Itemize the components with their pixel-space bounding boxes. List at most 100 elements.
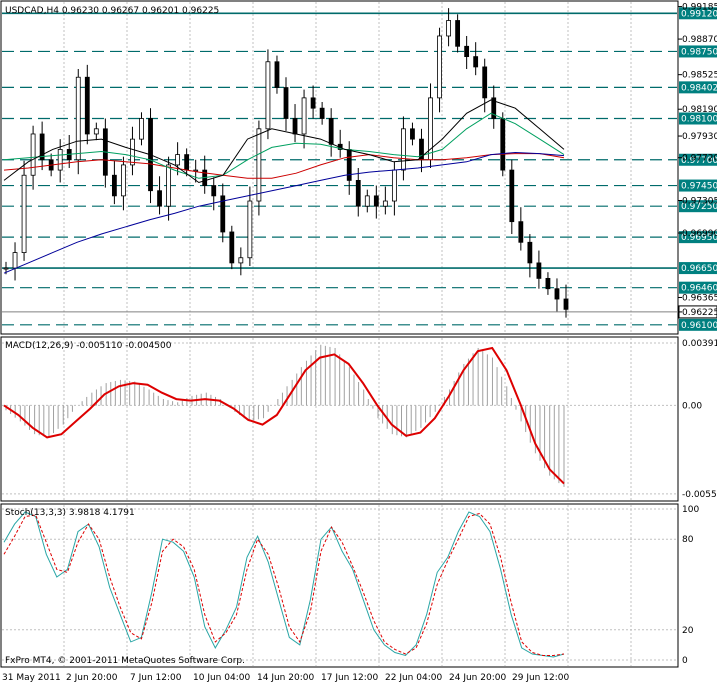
moving-average-line xyxy=(3,153,565,179)
candle-body xyxy=(139,118,144,140)
level-lines: 0.99120 0.98750 0.98402 0.98100 0.97700 0.974… xyxy=(2,7,717,331)
level-label: 0.96650 xyxy=(681,264,717,274)
candle-body xyxy=(346,149,352,181)
copyright-text: FxPro MT4, © 2001-2011 MetaQuotes Softwa… xyxy=(5,656,245,666)
level-label-box xyxy=(679,81,717,94)
candle-body xyxy=(401,128,406,171)
level-label-box xyxy=(679,318,717,331)
stochastic-tick-label: 20 xyxy=(682,626,694,636)
level-label-box xyxy=(679,281,717,294)
candle-body xyxy=(21,174,27,254)
level-label: 0.98402 xyxy=(681,83,717,93)
candle-body xyxy=(355,179,361,207)
candle-body xyxy=(491,97,497,119)
candle-body xyxy=(247,200,253,259)
level-label-box xyxy=(679,45,717,58)
macd-label: MACD(12,26,9) -0.005110 -0.004500 xyxy=(5,341,172,351)
level-label-box xyxy=(679,153,717,166)
moving-averages xyxy=(3,99,565,274)
candle-body xyxy=(446,20,451,37)
candle-body xyxy=(464,45,470,58)
moving-average-line xyxy=(3,151,565,274)
level-label-box xyxy=(679,179,717,192)
candle-body xyxy=(554,288,560,300)
chart-title: USDCAD,H4 0.96230 0.96267 0.96201 0.9622… xyxy=(5,6,219,16)
candle-body xyxy=(283,87,289,119)
candle-body xyxy=(12,252,18,269)
candle-body xyxy=(75,76,81,161)
level-label-box xyxy=(679,200,717,213)
moving-average-line xyxy=(3,99,565,184)
candle-body xyxy=(545,277,551,290)
stochastic-marks xyxy=(3,511,565,658)
stochastic-label: Stoch(13,3,3) 3.9818 4.1791 xyxy=(5,508,135,518)
candle-body xyxy=(229,231,235,264)
price-pane xyxy=(0,0,679,335)
candle-body xyxy=(500,118,506,171)
level-label-box xyxy=(679,7,717,20)
candle-body xyxy=(518,221,524,243)
candle-body xyxy=(265,61,271,130)
macd-marks xyxy=(3,344,565,487)
stochastic-signal-line xyxy=(3,512,565,656)
candle-body xyxy=(410,128,415,140)
candle-body xyxy=(455,20,461,47)
price-tick-label: 0.98525 xyxy=(682,71,717,81)
price-tick-label: 0.98870 xyxy=(682,35,717,45)
x-tick-label: 2 Jun 20:00 xyxy=(66,673,118,683)
x-tick-label: 10 Jun 04:00 xyxy=(193,673,250,683)
x-tick-label: 29 Jun 12:00 xyxy=(512,673,569,683)
candle-body xyxy=(482,66,488,99)
candle-body xyxy=(121,164,126,197)
candle-body xyxy=(364,195,370,207)
candle-body xyxy=(175,154,181,166)
candle-body xyxy=(301,97,307,135)
candle-body xyxy=(3,267,9,270)
price-tick-label: 0.97305 xyxy=(682,197,717,207)
price-tick-label: 0.96365 xyxy=(682,293,717,303)
x-tick-label: 22 Jun 04:00 xyxy=(385,673,442,683)
candle-body xyxy=(238,257,244,264)
level-label: 0.97250 xyxy=(681,202,717,212)
level-label: 0.96950 xyxy=(681,233,717,243)
macd-tick-label: 0.00391 xyxy=(682,339,717,349)
level-label: 0.96460 xyxy=(681,284,717,294)
price-tick-label: 0.96990 xyxy=(682,229,717,239)
level-label: 0.96100 xyxy=(681,321,717,331)
candle-body xyxy=(391,169,397,202)
macd-tick-label: 0.00 xyxy=(682,401,702,411)
price-tick-label: 0.99185 xyxy=(682,3,717,13)
candle-body xyxy=(93,128,99,135)
macd-tick-label: -0.00554 xyxy=(682,490,717,500)
price-tick-label: 0.97930 xyxy=(682,132,717,142)
stochastic-tick-label: 100 xyxy=(682,505,699,515)
stochastic-pane xyxy=(0,503,679,668)
axis-labels: 0.99185 0.98870 0.98525 0.98190 0.97930 0.977… xyxy=(2,3,717,683)
candle-body xyxy=(84,76,90,135)
level-label: 0.98100 xyxy=(681,115,717,125)
candle-body xyxy=(157,190,162,207)
candle-body xyxy=(527,241,533,264)
level-label-box xyxy=(679,112,717,125)
candle-body xyxy=(130,138,135,166)
candle-body xyxy=(536,262,542,279)
candle-body xyxy=(292,118,298,135)
candle-body xyxy=(373,195,379,207)
candle-body xyxy=(274,61,280,88)
level-label-box xyxy=(679,262,717,275)
level-label: 0.97450 xyxy=(681,182,717,192)
price-tick-label: 0.97720 xyxy=(682,154,717,164)
candle-body xyxy=(437,35,442,99)
x-tick-label: 14 Jun 20:00 xyxy=(257,673,314,683)
candle-body xyxy=(39,133,45,161)
price-tick-label: 0.96225 xyxy=(682,308,717,318)
candle-body xyxy=(184,154,190,171)
level-label: 0.97700 xyxy=(681,156,717,166)
candle-body xyxy=(166,164,171,207)
candle-body xyxy=(211,185,217,197)
candle-body xyxy=(319,107,325,119)
stochastic-tick-label: 0 xyxy=(682,656,688,666)
stochastic-tick-label: 80 xyxy=(682,535,694,545)
